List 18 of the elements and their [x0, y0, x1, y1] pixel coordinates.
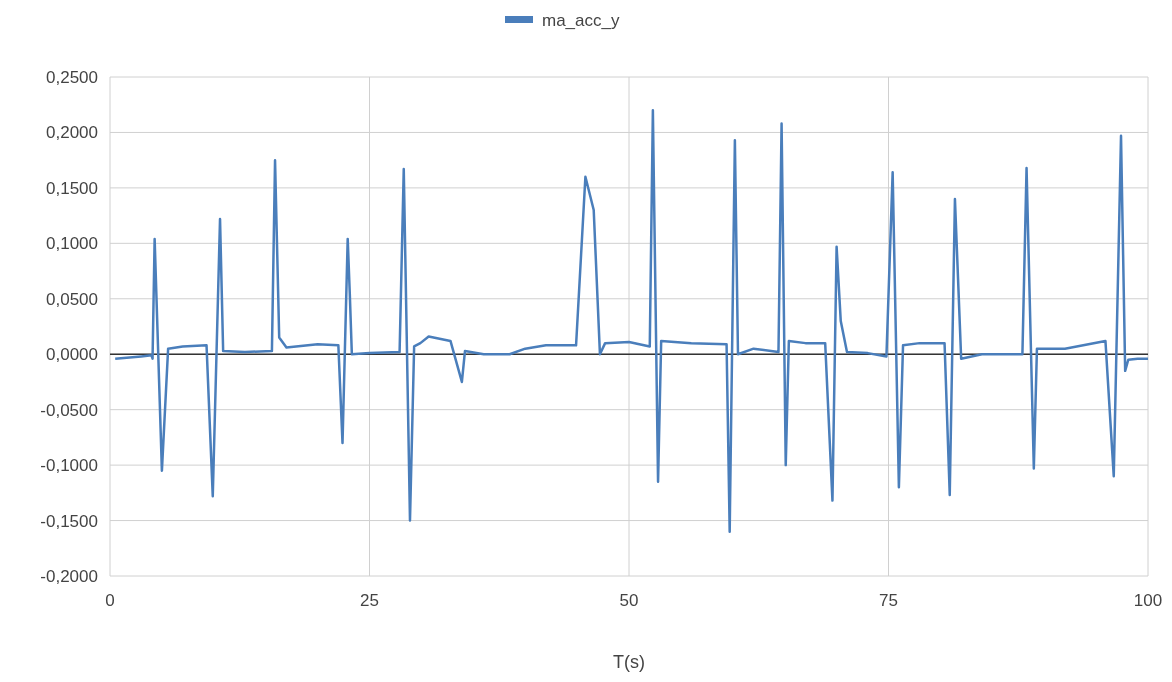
x-tick-label: 25 [360, 591, 379, 610]
y-tick-label: 0,1500 [46, 178, 98, 198]
line-series [113, 109, 1150, 533]
y-tick-label: -0,1000 [40, 456, 98, 476]
y-tick-label: -0,1500 [40, 511, 98, 531]
x-tick-label: 75 [879, 591, 898, 610]
y-tick-label: -0,2000 [40, 566, 98, 586]
y-tick-label: 0,0500 [46, 289, 98, 309]
legend-label: ma_acc_y [542, 10, 620, 30]
y-tick-label: 0,0000 [46, 345, 98, 365]
y-tick-label: 0,2000 [46, 123, 98, 143]
y-tick-label: 0,1000 [46, 234, 98, 254]
x-tick-label: 0 [105, 591, 115, 610]
x-axis-title: T(s) [613, 652, 645, 672]
x-tick-label: 100 [1133, 591, 1163, 610]
y-tick-label: -0,0500 [40, 400, 98, 420]
x-tick-label: 50 [619, 591, 639, 610]
y-tick-label: 0,2500 [46, 67, 98, 87]
